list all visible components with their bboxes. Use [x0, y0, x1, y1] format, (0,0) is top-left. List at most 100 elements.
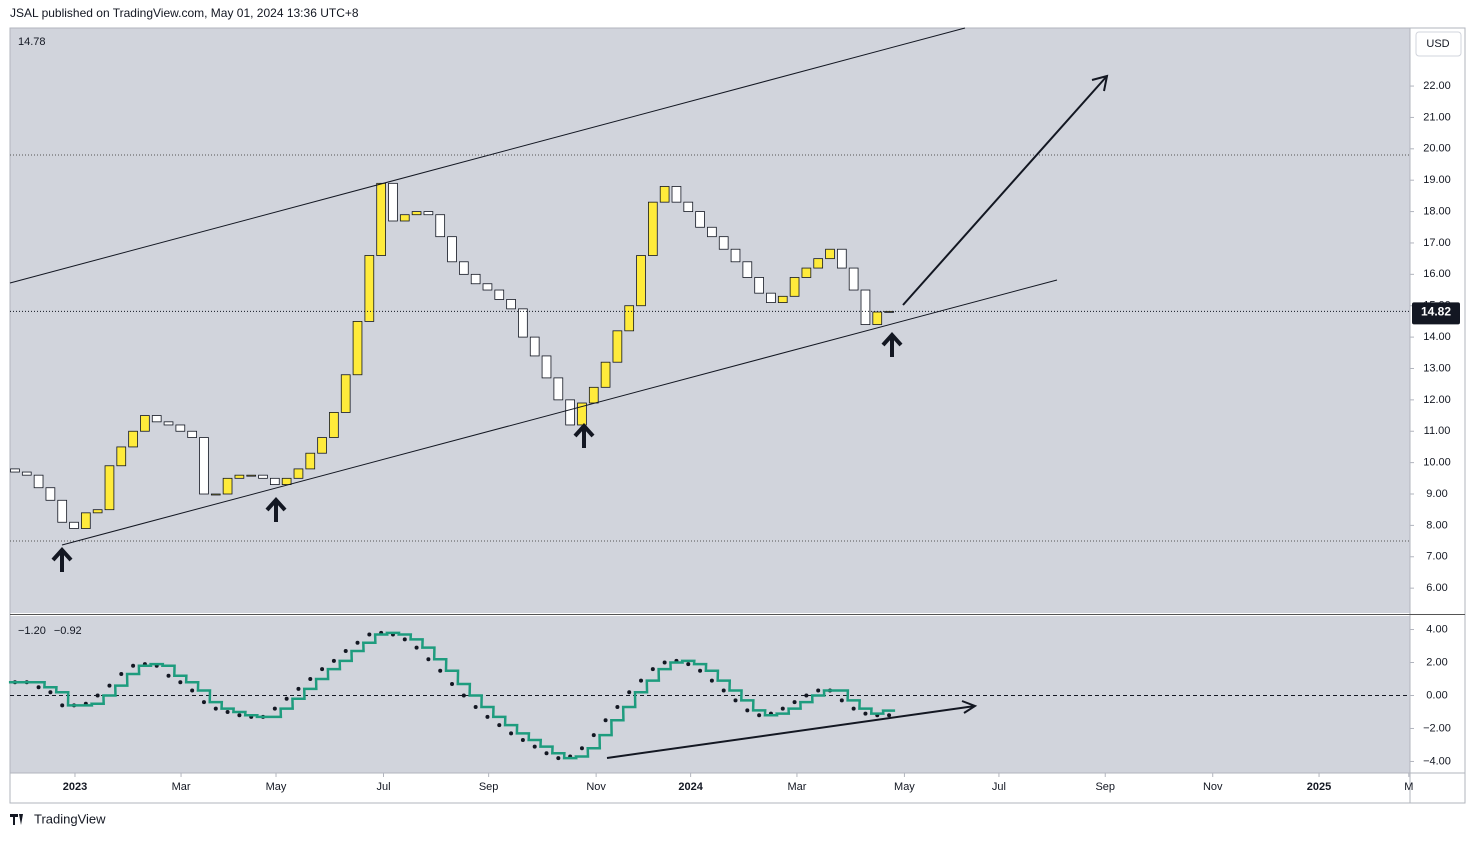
signal-dot [213, 706, 218, 711]
x-tick-label: May [266, 781, 287, 793]
y-tick-label: 11.00 [1424, 425, 1451, 437]
candle-body [789, 277, 800, 297]
indicator-pane [10, 616, 1410, 773]
candle-body [163, 421, 174, 426]
y-tick-label: 13.00 [1423, 362, 1451, 374]
signal-dot [438, 668, 443, 673]
y-tick-label: 9.00 [1426, 488, 1447, 500]
signal-dot [95, 693, 100, 698]
candle-body [482, 283, 493, 291]
candle-body [376, 182, 386, 256]
candle-body [506, 299, 516, 310]
signal-dot [296, 686, 301, 691]
currency-button[interactable] [1415, 31, 1462, 57]
legend-value: −0.92 [54, 625, 82, 637]
candle-body [81, 512, 91, 529]
signal-dot [320, 667, 325, 672]
legend-value: −1.20 [18, 625, 46, 637]
signal-dot [402, 637, 407, 642]
candle-body [305, 452, 316, 470]
candle-body [128, 430, 138, 448]
candle-body [494, 289, 505, 300]
candle-body [836, 248, 847, 269]
signal-dot [745, 708, 750, 713]
step-line [8, 631, 896, 760]
signal-dot [556, 756, 561, 761]
candle-body [659, 186, 670, 203]
candle-body [777, 295, 788, 303]
y-tick-label: 0.00 [1426, 689, 1447, 701]
candle-body [116, 446, 127, 467]
x-tick-label: Nov [1203, 781, 1223, 793]
candle-body [636, 255, 646, 307]
x-tick-label: M [1404, 781, 1413, 793]
signal-dot [733, 698, 738, 703]
candle-body [104, 465, 115, 511]
candle-body [588, 386, 599, 404]
signal-dot [887, 713, 892, 718]
candle-body [340, 374, 351, 413]
up-arrow [51, 547, 73, 572]
x-tick-label: 2025 [1307, 781, 1331, 793]
candle-body [33, 474, 44, 489]
candle-body [21, 471, 32, 476]
y-tick-label: −4.00 [1423, 755, 1451, 767]
signal-dot [804, 693, 809, 698]
signal-dot [119, 672, 124, 677]
signal-dot [816, 688, 821, 693]
candle-body [872, 311, 883, 325]
logo [10, 814, 23, 825]
x-tick-label: Sep [479, 781, 499, 793]
candle-body [518, 308, 528, 338]
arrow [902, 75, 1108, 306]
candle-body [423, 211, 434, 216]
candle-body [541, 355, 552, 379]
signal-dot [532, 744, 537, 749]
candle-body [671, 186, 682, 203]
x-tick-label: Sep [1095, 781, 1115, 793]
signal-dot [60, 703, 65, 708]
y-tick-label: −2.00 [1423, 722, 1451, 734]
candle-body [222, 477, 233, 495]
signal-dot [544, 751, 549, 756]
signal-dot [131, 663, 136, 668]
candle-body [529, 336, 540, 357]
candle-body [813, 258, 824, 269]
signal-dot [485, 714, 490, 719]
last-price-label: 14.82 [1421, 305, 1451, 319]
candle-body [210, 493, 221, 496]
candle-body [270, 477, 280, 485]
signal-dot [851, 706, 856, 711]
candle-body [825, 248, 835, 260]
signal-dot [426, 657, 431, 662]
x-tick-label: Jul [376, 781, 390, 793]
readout: 14.78 [18, 36, 46, 48]
candle-body [258, 474, 268, 479]
candle-body [624, 305, 635, 332]
channel-line [9, 27, 966, 284]
candle-body [470, 273, 481, 285]
footer-brand: TradingView [34, 811, 106, 826]
candle-body [612, 330, 623, 363]
candle-body [459, 261, 469, 275]
candle-body [411, 211, 422, 216]
signal-dot [792, 700, 797, 705]
candle-body [718, 236, 729, 250]
candle-body [848, 267, 859, 291]
channel-line [61, 279, 1058, 546]
candle-body [69, 521, 79, 529]
y-tick-label: 8.00 [1426, 519, 1447, 531]
signal-dot [615, 705, 620, 710]
candle-body [577, 402, 587, 426]
candle-body [175, 424, 186, 432]
signal-dot [686, 662, 691, 667]
y-tick-label: 4.00 [1426, 623, 1447, 635]
candle-body [388, 182, 398, 222]
currency[interactable]: USD [1426, 38, 1449, 50]
signal-dot [331, 658, 336, 663]
signal-dot [591, 733, 596, 738]
signal-dot [166, 673, 171, 678]
y-tick-label: 16.00 [1423, 268, 1451, 280]
publish-info: JSAL published on TradingView.com, May 0… [10, 6, 359, 20]
